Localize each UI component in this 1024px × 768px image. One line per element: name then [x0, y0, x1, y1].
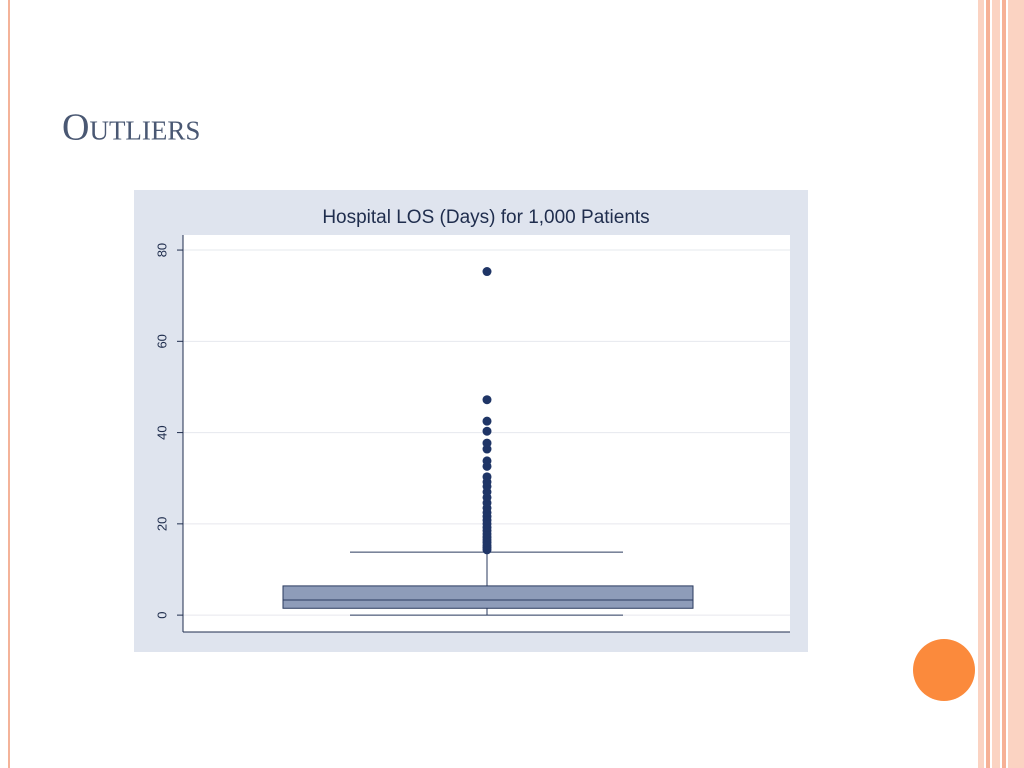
y-tick-label: 20 — [154, 517, 169, 531]
left-border — [8, 0, 10, 768]
y-tick-label: 0 — [154, 611, 169, 618]
outlier — [482, 426, 492, 436]
outlier — [482, 438, 492, 448]
y-tick-label: 60 — [154, 334, 169, 348]
right-stripe — [1002, 0, 1006, 768]
right-stripe — [978, 0, 984, 768]
outlier — [482, 456, 492, 466]
right-stripe — [1008, 0, 1024, 768]
right-stripe — [992, 0, 1000, 768]
outlier — [482, 472, 492, 482]
box — [282, 585, 694, 609]
decor-circle — [913, 639, 975, 701]
y-tick-label: 80 — [154, 243, 169, 257]
outlier — [482, 267, 492, 277]
right-stripe — [986, 0, 990, 768]
y-tick-label: 40 — [154, 425, 169, 439]
outlier — [482, 395, 492, 405]
plot: 0 20 40 60 80 — [154, 243, 790, 619]
slide-title: Outliers — [62, 107, 200, 149]
chart-title: Hospital LOS (Days) for 1,000 Patients — [322, 207, 649, 228]
outlier — [482, 416, 492, 426]
